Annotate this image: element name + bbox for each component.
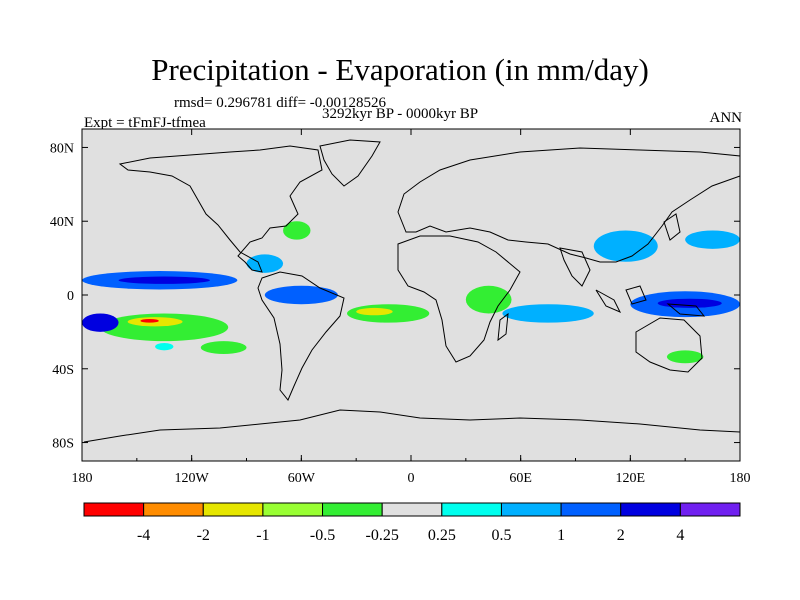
region-indian-ocean-wet [502,304,594,323]
coast-japan [663,213,681,241]
colorbar-label: 4 [676,527,684,544]
coast-india [559,247,591,287]
colorbar-swatch [620,502,681,517]
chart-title: Precipitation - Evaporation (in mm/day) [151,52,649,87]
coast-new-guinea [666,303,706,317]
region-east-asia-wet [593,230,658,262]
colorbar-label: 0.5 [491,527,511,544]
region-africa-dry [465,285,512,314]
colorbar-swatch [143,502,204,517]
colorbar-swatch [381,502,443,517]
colorbar-label: 1 [557,527,565,544]
colorbar-label: 2 [617,527,625,544]
axes: 180 120W 60W 0 60E 120E 180 80N 40N 0 40S 80S [50,128,751,486]
region-southeast-pacific-dry [200,341,247,355]
region-south-pacific-wet-patch [155,342,174,351]
colorbar-label: -2 [197,527,210,544]
stats-line: rmsd= 0.296781 diff= -0.00128526 [174,95,387,111]
coast-madagascar [497,312,509,342]
colorbar-label: -0.25 [366,527,399,544]
region-north-pacific-east-wet [685,230,740,249]
region-south-atlantic-dry-core [356,307,393,316]
x-tick-label: 60W [288,471,316,486]
colorbar: -4 -2 -1 -0.5 -0.25 0.25 0.5 1 2 4 [83,502,741,544]
coast-africa [397,235,521,363]
coast-north-america [118,145,323,273]
coast-australia [635,317,703,373]
map-area [82,129,741,461]
region-south-pacific-dry-peak [140,318,159,323]
colorbar-swatch [202,502,264,517]
x-tick-label: 180 [730,471,751,486]
coast-sumatra [595,289,622,313]
colorbar-swatch [83,502,145,517]
y-tick-label: 40S [52,363,74,378]
colorbar-swatch [560,502,622,517]
period-label: 3292kyr BP - 0000kyr BP [322,106,479,122]
colorbar-swatch [322,502,383,517]
x-tick-label: 120W [175,471,210,486]
coast-south-america [257,271,345,401]
experiment-label: Expt = tFmFJ-tfmea [84,115,206,131]
region-west-pacific-wet [82,313,119,332]
colorbar-swatch [441,502,502,517]
y-tick-label: 80N [50,141,74,156]
region-south-indian-dry [666,350,704,364]
region-maritime-continent-core [657,298,722,308]
colorbar-swatch [262,502,324,517]
y-tick-label: 0 [67,289,74,304]
colorbar-label: -0.5 [310,527,335,544]
region-central-america-wet [246,254,284,273]
colorbar-label: -1 [256,527,269,544]
colorbar-swatch [500,502,562,517]
x-tick-label: 60E [509,471,532,486]
colorbar-label: 0.25 [428,527,456,544]
x-tick-label: 120E [616,471,646,486]
y-tick-label: 80S [52,437,74,452]
coast-borneo [625,285,647,305]
x-tick-label: 0 [408,471,415,486]
coastlines [83,139,741,443]
coast-greenland [319,139,381,187]
colorbar-label: -4 [137,527,150,544]
coast-antarctica [83,409,741,443]
y-tick-label: 40N [50,215,74,230]
colorbar-swatch [679,502,741,517]
region-north-west-atlantic-dry [283,221,311,240]
region-amazon-wet [264,285,338,305]
region-north-pacific-itcz-core [118,276,210,284]
map-background [82,129,740,461]
x-tick-label: 180 [72,471,93,486]
season-label: ANN [709,110,743,126]
coast-eurasia [397,147,741,263]
